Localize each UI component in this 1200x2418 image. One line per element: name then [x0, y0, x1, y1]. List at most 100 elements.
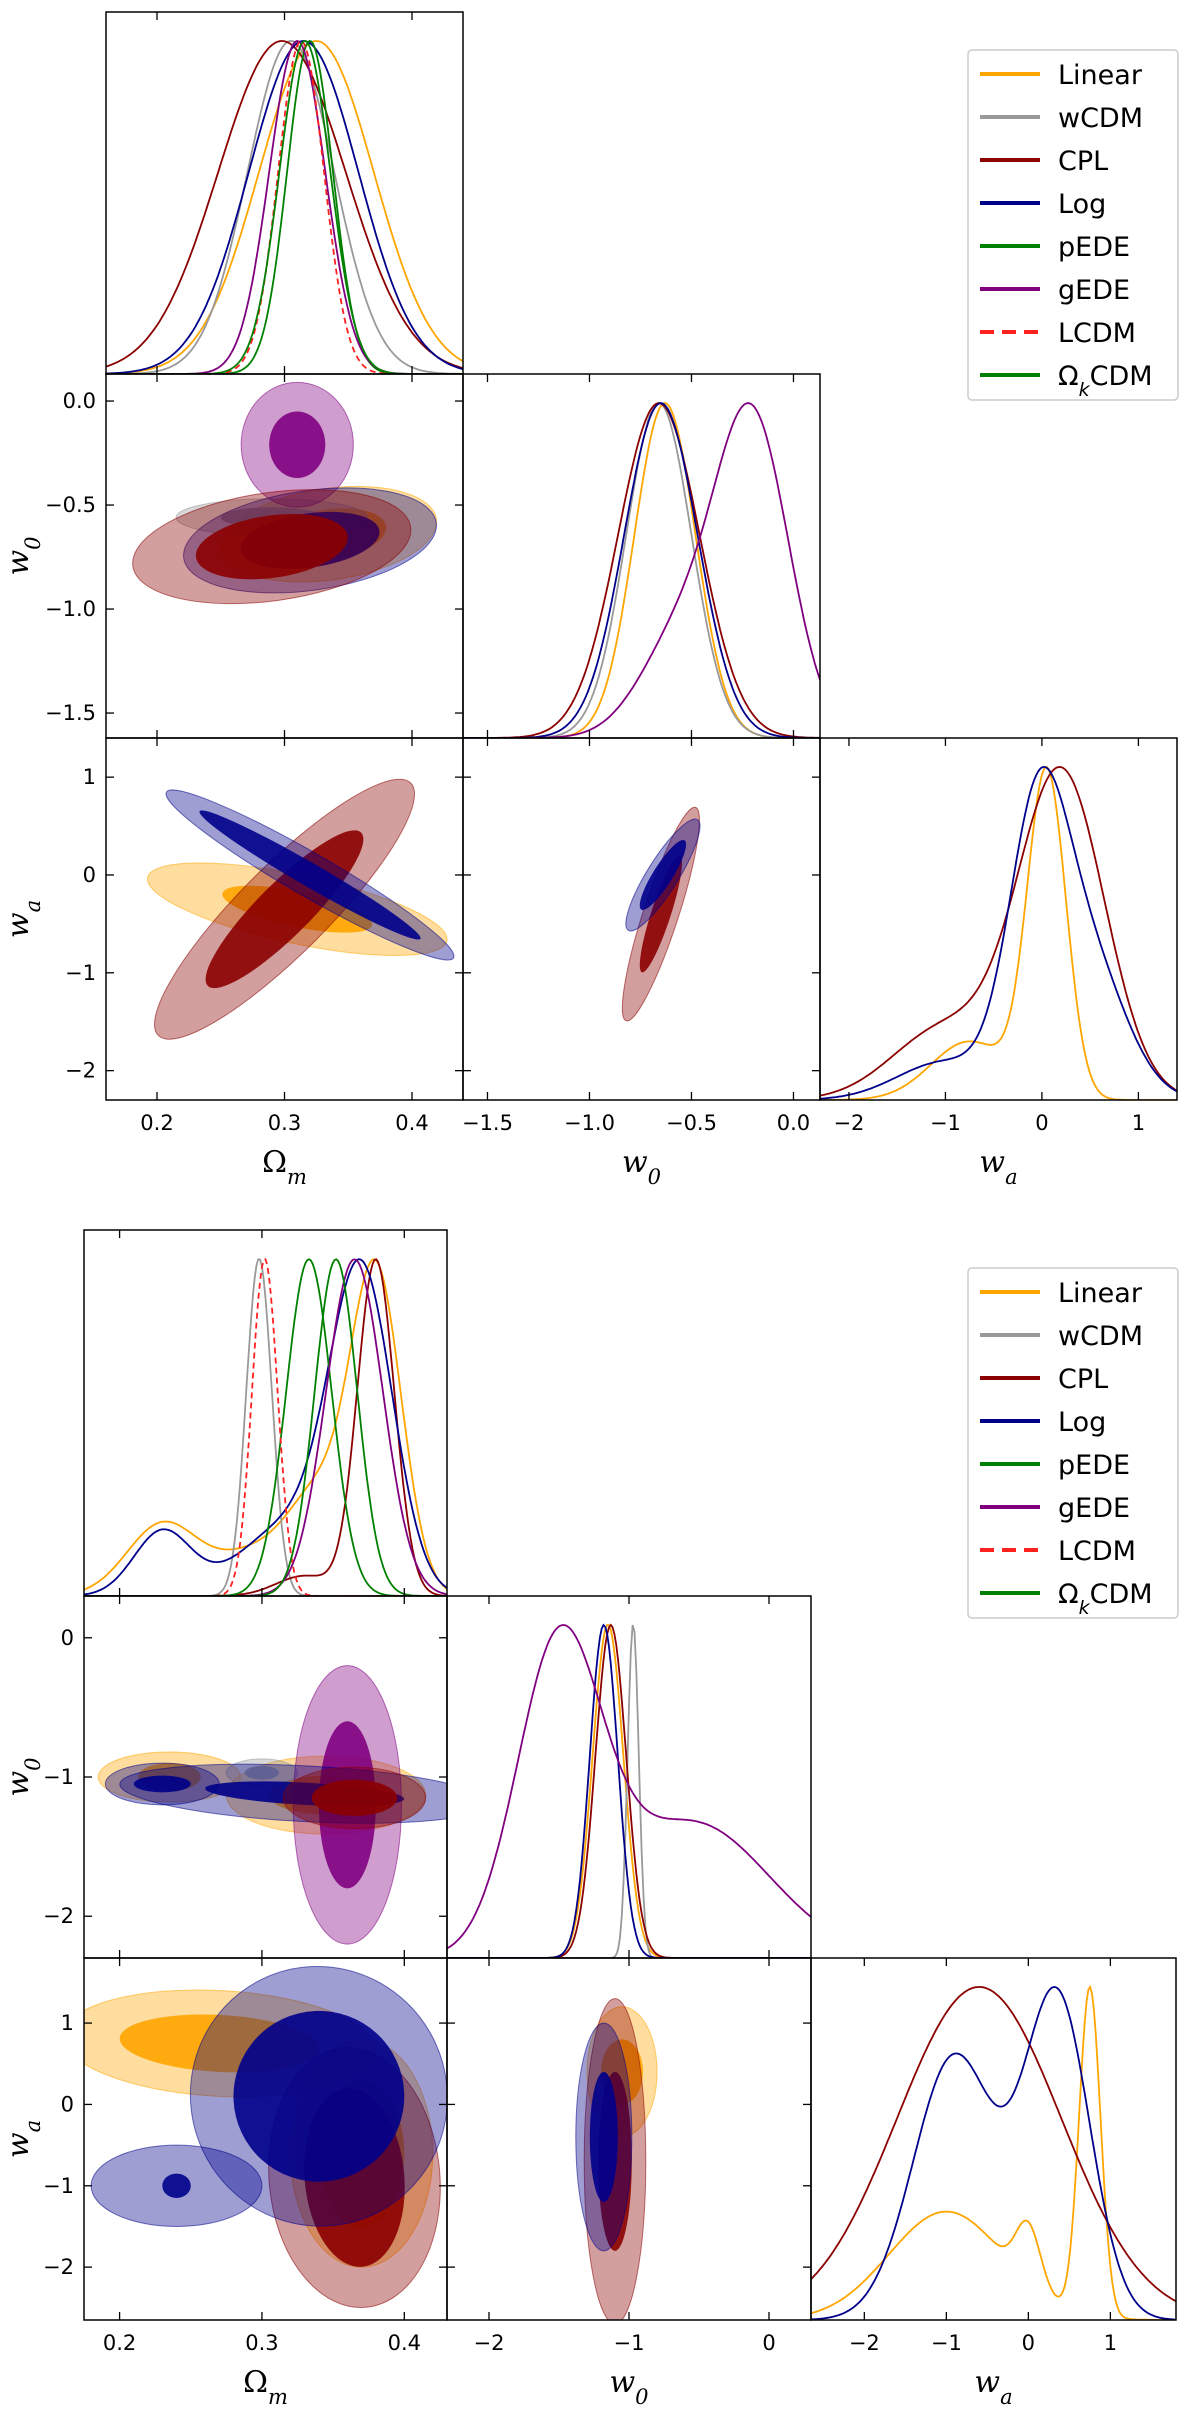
density-curve-cpl [463, 402, 820, 738]
density-curve-gede [463, 402, 820, 738]
density-curve-linear [106, 40, 463, 374]
contour-inner-log [133, 1775, 191, 1793]
x-tick-label: −0.5 [666, 1111, 717, 1135]
y-tick-label: 0 [61, 2092, 74, 2116]
x-tick-label: 0.0 [777, 1111, 810, 1135]
density-curve-linear [463, 402, 820, 738]
density-curve-cpl [106, 40, 463, 369]
x-tick-label: 1 [1132, 1111, 1145, 1135]
y-axis-label-0-2: wa [1, 900, 45, 938]
x-tick-label: 1 [1104, 2331, 1117, 2355]
density-curve-linear [447, 1624, 811, 1958]
density-curve-linear [811, 1984, 1176, 2320]
contour-inner-cpl [311, 1779, 398, 1816]
legend-label-log: Log [1058, 189, 1106, 220]
y-tick-label: −1 [65, 961, 96, 985]
legend-label-wcdm: wCDM [1058, 103, 1143, 134]
density-curve-log [84, 1258, 447, 1596]
y-tick-label: −1.5 [45, 701, 96, 725]
x-axis-label-1-1: w0 [609, 2365, 648, 2409]
x-tick-label: −1.5 [462, 1111, 513, 1135]
x-tick-label: −2 [474, 2331, 505, 2355]
x-axis-label-0-2: wa [979, 1145, 1017, 1189]
y-tick-label: 0 [83, 863, 96, 887]
contour-inner-gede [269, 411, 326, 478]
diag-w0-curves [463, 402, 820, 738]
density-curve-log [820, 766, 1177, 1100]
density-curve-linear [84, 1258, 447, 1591]
legend-label-pede: pEDE [1058, 1450, 1130, 1481]
density-curve-lcdm [84, 1258, 447, 1596]
contour-inner-cpl [639, 855, 682, 973]
x-tick-label: 0 [762, 2331, 775, 2355]
legend-label--kcdm: ΩkCDM [1058, 361, 1153, 401]
density-curve-wcdm [463, 402, 820, 738]
density-curve-cpl [811, 1986, 1176, 2303]
panel-frame-0-1-1 [462, 373, 821, 739]
contours-om_wa [146, 778, 455, 1040]
contours-w0_wa [621, 806, 701, 1022]
density-curve-linear [820, 765, 1177, 1100]
x-tick-label: −1 [930, 1111, 961, 1135]
legend-label-linear: Linear [1058, 60, 1143, 91]
density-curve-gede [84, 1258, 447, 1596]
x-tick-label: −1.0 [564, 1111, 615, 1135]
x-tick-label: 0.4 [395, 1111, 428, 1135]
diag-wa-curves [811, 1984, 1176, 2320]
contours-om_wa [84, 1965, 447, 2309]
contour-inner-cpl [195, 513, 348, 580]
y-tick-label: 1 [61, 2011, 74, 2035]
contours-w0_wa [575, 1998, 658, 2320]
legend-box-1 [967, 1267, 1179, 1619]
x-axis-label-1-2: wa [974, 2365, 1012, 2409]
legend-label-log: Log [1058, 1407, 1106, 1438]
panel-frame-1-2-2 [810, 1957, 1177, 2321]
legend-box-0 [967, 49, 1179, 401]
y-tick-label: −2 [65, 1059, 96, 1083]
x-tick-label: 0.2 [103, 2331, 136, 2355]
x-tick-label: −2 [849, 2331, 880, 2355]
contour-inner-wcdm [244, 1765, 280, 1780]
y-tick-label: 1 [83, 765, 96, 789]
density-curve-pede [84, 1258, 447, 1596]
legend-label-linear: Linear [1058, 1278, 1143, 1309]
x-tick-label: 0 [1022, 2331, 1035, 2355]
density-curve-wcdm [106, 40, 463, 374]
x-tick-label: −1 [931, 2331, 962, 2355]
contours-om_w0 [132, 381, 438, 605]
legend-label-gede: gEDE [1058, 1493, 1130, 1524]
x-tick-label: 0.3 [245, 2331, 278, 2355]
x-axis-label-0-1: w0 [622, 1145, 661, 1189]
x-tick-label: 0.2 [140, 1111, 173, 1135]
diag-om-curves [106, 40, 463, 374]
density-curve-wcdm [84, 1258, 447, 1596]
legend-label-cpl: CPL [1058, 1364, 1108, 1395]
x-tick-label: 0.4 [388, 2331, 421, 2355]
density-curve-cpl [447, 1623, 811, 1958]
x-axis-label-1-0: Ωm [243, 2365, 288, 2409]
y-tick-label: −1.0 [45, 597, 96, 621]
y-tick-label: 0.0 [63, 389, 96, 413]
legend-label-gede: gEDE [1058, 275, 1130, 306]
contour-inner-log [639, 839, 687, 910]
y-tick-label: −2 [43, 1904, 74, 1928]
contour-inner-log [199, 810, 421, 940]
legend-label-cpl: CPL [1058, 146, 1108, 177]
density-curve-log [447, 1623, 811, 1958]
contour-inner-log [233, 2010, 405, 2182]
y-tick-label: −1 [43, 1765, 74, 1789]
y-tick-label: −0.5 [45, 493, 96, 517]
x-tick-label: −2 [833, 1111, 864, 1135]
legend-label--kcdm: ΩkCDM [1058, 1579, 1153, 1619]
density-curve-gede [447, 1624, 811, 1950]
density-curve-wcdm [447, 1624, 811, 1958]
panel-frame-1-1-1 [446, 1595, 812, 1959]
density-curve-cpl [820, 766, 1177, 1097]
y-tick-label: −1 [43, 2174, 74, 2198]
x-axis-label-0-0: Ωm [262, 1145, 307, 1189]
panel-frame-0-2-2 [819, 737, 1178, 1101]
contours-om_w0 [97, 1665, 447, 1945]
y-axis-label-1-2: wa [1, 2120, 45, 2158]
x-tick-label: −1 [614, 2331, 645, 2355]
